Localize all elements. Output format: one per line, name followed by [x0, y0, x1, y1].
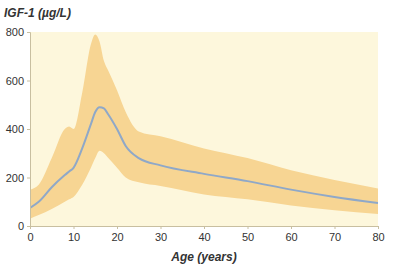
y-tick: 200	[6, 172, 30, 184]
marks	[30, 34, 378, 218]
x-tick-mark	[161, 226, 162, 229]
plot-background	[30, 32, 378, 226]
y-axis-title: IGF-1 (µg/L)	[4, 6, 71, 20]
y-axis-line	[27, 33, 31, 227]
x-tick: 70	[329, 226, 341, 243]
x-tick: 60	[285, 226, 297, 243]
y-tick-label: 400	[6, 123, 24, 135]
x-axis-line	[31, 227, 379, 230]
y-tick-mark	[27, 32, 30, 33]
x-tick: 0	[27, 226, 33, 243]
y-tick: 600	[6, 75, 30, 87]
x-tick-mark	[378, 226, 379, 229]
median-line	[30, 107, 378, 208]
y-tick-label: 800	[6, 26, 24, 38]
x-tick: 50	[242, 226, 254, 243]
x-tick-mark	[204, 226, 205, 229]
x-tick-mark	[117, 226, 118, 229]
x-axis: 0 10 20 30 40 50 60 70 80	[27, 226, 384, 243]
x-tick-label: 40	[198, 231, 210, 243]
x-tick-mark	[74, 226, 75, 229]
y-tick-label: 200	[6, 172, 24, 184]
range-band	[30, 34, 378, 218]
x-tick: 30	[155, 226, 167, 243]
y-tick-mark	[27, 178, 30, 179]
y-tick-mark	[27, 226, 30, 227]
y-tick-label: 0	[18, 220, 24, 232]
x-tick-label: 80	[372, 231, 384, 243]
x-tick-label: 10	[68, 231, 80, 243]
x-axis-title: Age (years)	[170, 250, 236, 264]
x-tick: 10	[68, 226, 80, 243]
x-tick: 40	[198, 226, 210, 243]
y-axis: 0 200 400 600 800	[6, 26, 31, 232]
x-tick: 80	[372, 226, 384, 243]
x-tick-mark	[291, 226, 292, 229]
y-tick: 800	[6, 26, 30, 38]
plot: 010203040506070800200400600800	[6, 26, 385, 243]
x-tick-mark	[248, 226, 249, 229]
y-tick-mark	[27, 129, 30, 130]
chart: 010203040506070800200400600800IGF-1 (µg/…	[0, 0, 400, 271]
x-tick-label: 60	[285, 231, 297, 243]
y-tick: 400	[6, 123, 30, 135]
x-tick-label: 30	[155, 231, 167, 243]
y-tick-mark	[27, 81, 30, 82]
y-tick: 0	[18, 220, 30, 232]
x-tick-label: 20	[111, 231, 123, 243]
x-tick-mark	[335, 226, 336, 229]
x-tick-label: 70	[329, 231, 341, 243]
y-tick-label: 600	[6, 75, 24, 87]
x-tick: 20	[111, 226, 123, 243]
x-tick-label: 50	[242, 231, 254, 243]
x-tick-label: 0	[27, 231, 33, 243]
